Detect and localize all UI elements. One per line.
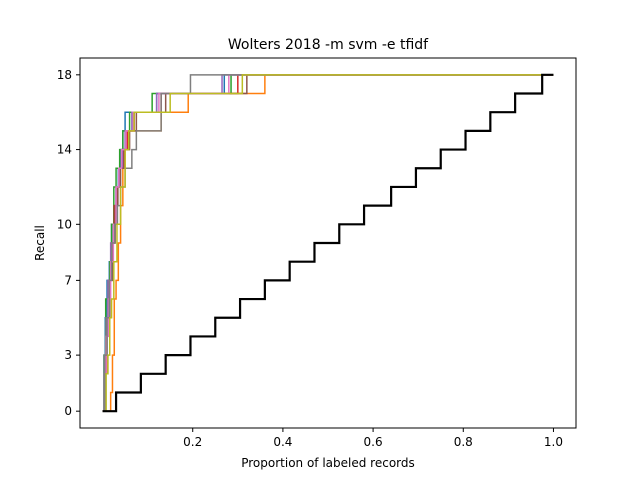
y-tick-label: 14 <box>57 143 72 157</box>
series-layer <box>102 73 554 413</box>
chart-title: Wolters 2018 -m svm -e tfidf <box>228 37 429 53</box>
x-axis-ticks: 0.2 0.4 0.6 0.8 1.0 <box>183 428 563 449</box>
x-tick-label: 0.4 <box>273 435 292 449</box>
x-tick-label: 0.8 <box>454 435 473 449</box>
y-tick-label: 3 <box>64 348 72 362</box>
random-baseline-series-line <box>102 73 554 413</box>
y-axis-label: Recall <box>33 225 47 261</box>
x-axis-label: Proportion of labeled records <box>241 456 415 470</box>
y-tick-label: 18 <box>57 68 72 82</box>
series-line-9 <box>102 74 554 412</box>
plot-frame <box>79 57 577 429</box>
y-tick-label: 0 <box>64 404 72 418</box>
x-tick-label: 1.0 <box>544 435 563 449</box>
series-line-2 <box>102 74 554 412</box>
y-axis-ticks: 0 3 7 10 14 18 <box>57 68 80 418</box>
y-tick-label: 7 <box>64 273 72 287</box>
x-tick-label: 0.2 <box>183 435 202 449</box>
series-line-8 <box>102 74 554 412</box>
x-tick-label: 0.6 <box>364 435 383 449</box>
y-tick-label: 10 <box>57 217 72 231</box>
